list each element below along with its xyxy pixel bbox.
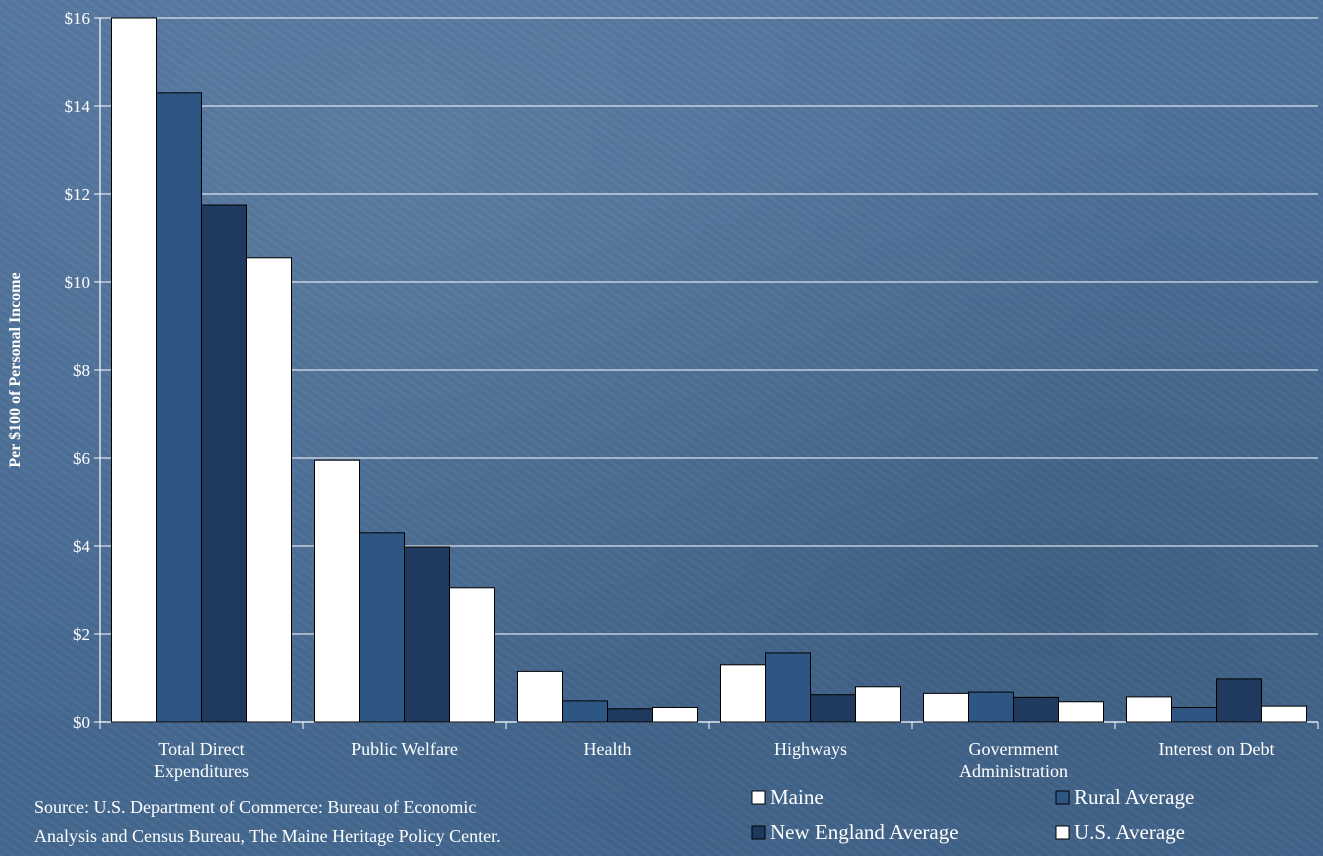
y-tick-label: $10 (65, 273, 91, 292)
bar-rural-average-1 (359, 532, 405, 723)
bar-maine-5 (1126, 696, 1172, 723)
bar-new-england-average-2 (607, 708, 653, 723)
bar-maine-4 (923, 692, 969, 723)
bar-new-england-average-3 (810, 694, 856, 723)
bar-u-s-average-1 (449, 587, 495, 723)
y-axis-label: Per $100 of Personal Income (7, 272, 24, 467)
legend: Maine Rural Average New England Average U.S… (751, 785, 1194, 844)
bar-rural-average-3 (765, 652, 811, 723)
x-category-label: Total Direct (158, 739, 244, 759)
source-line-1: Source: U.S. Department of Commerce: Bur… (34, 797, 477, 817)
bar-rural-average-5 (1171, 706, 1217, 723)
source-line-2: Analysis and Census Bureau, The Maine He… (34, 826, 501, 846)
legend-label: Maine (770, 785, 824, 809)
bar-u-s-average-2 (652, 706, 698, 723)
bar-rural-average-4 (968, 691, 1014, 723)
legend-label: New England Average (770, 820, 959, 844)
y-tick-label: $6 (73, 449, 90, 468)
x-category-label: Health (584, 739, 632, 759)
x-category-label: Administration (959, 761, 1068, 781)
bar-rural-average-0 (156, 92, 202, 723)
y-tick-label: $4 (73, 537, 91, 556)
legend-swatch (751, 825, 766, 840)
y-tick-labels: $0 $2 $4 $6 $8 $10 $12 $14 $16 (65, 9, 91, 732)
bar-maine-2 (517, 670, 563, 723)
x-category-label: Highways (774, 739, 847, 759)
y-tick-label: $0 (73, 713, 90, 732)
x-category-label: Government (969, 739, 1059, 759)
legend-swatch (1055, 790, 1070, 805)
bar-maine-3 (720, 664, 766, 723)
y-tick-label: $12 (65, 185, 91, 204)
bar-new-england-average-5 (1216, 678, 1262, 723)
source-note: Source: U.S. Department of Commerce: Bur… (34, 793, 674, 851)
y-tick-label: $8 (73, 361, 90, 380)
bar-u-s-average-3 (855, 686, 901, 723)
bar-maine-1 (314, 459, 360, 723)
x-category-label: Public Welfare (351, 739, 458, 759)
legend-label: U.S. Average (1074, 820, 1185, 844)
legend-swatch (1055, 825, 1070, 840)
x-category-label: Interest on Debt (1159, 739, 1275, 759)
bar-new-england-average-0 (201, 204, 247, 723)
legend-label: Rural Average (1074, 785, 1194, 809)
bar-u-s-average-0 (246, 257, 292, 723)
bar-new-england-average-1 (404, 546, 450, 723)
axes (94, 17, 1319, 729)
y-tick-label: $2 (73, 625, 90, 644)
bar-maine-0 (111, 17, 157, 723)
bar-u-s-average-4 (1058, 701, 1104, 723)
y-tick-label: $14 (65, 97, 91, 116)
gridlines (100, 17, 1318, 635)
legend-swatch (751, 790, 766, 805)
bars (111, 17, 1307, 723)
bar-rural-average-2 (562, 700, 608, 723)
x-category-label: Expenditures (154, 761, 249, 781)
bar-u-s-average-5 (1261, 705, 1307, 723)
y-tick-label: $16 (65, 9, 91, 28)
bar-new-england-average-4 (1013, 696, 1059, 723)
